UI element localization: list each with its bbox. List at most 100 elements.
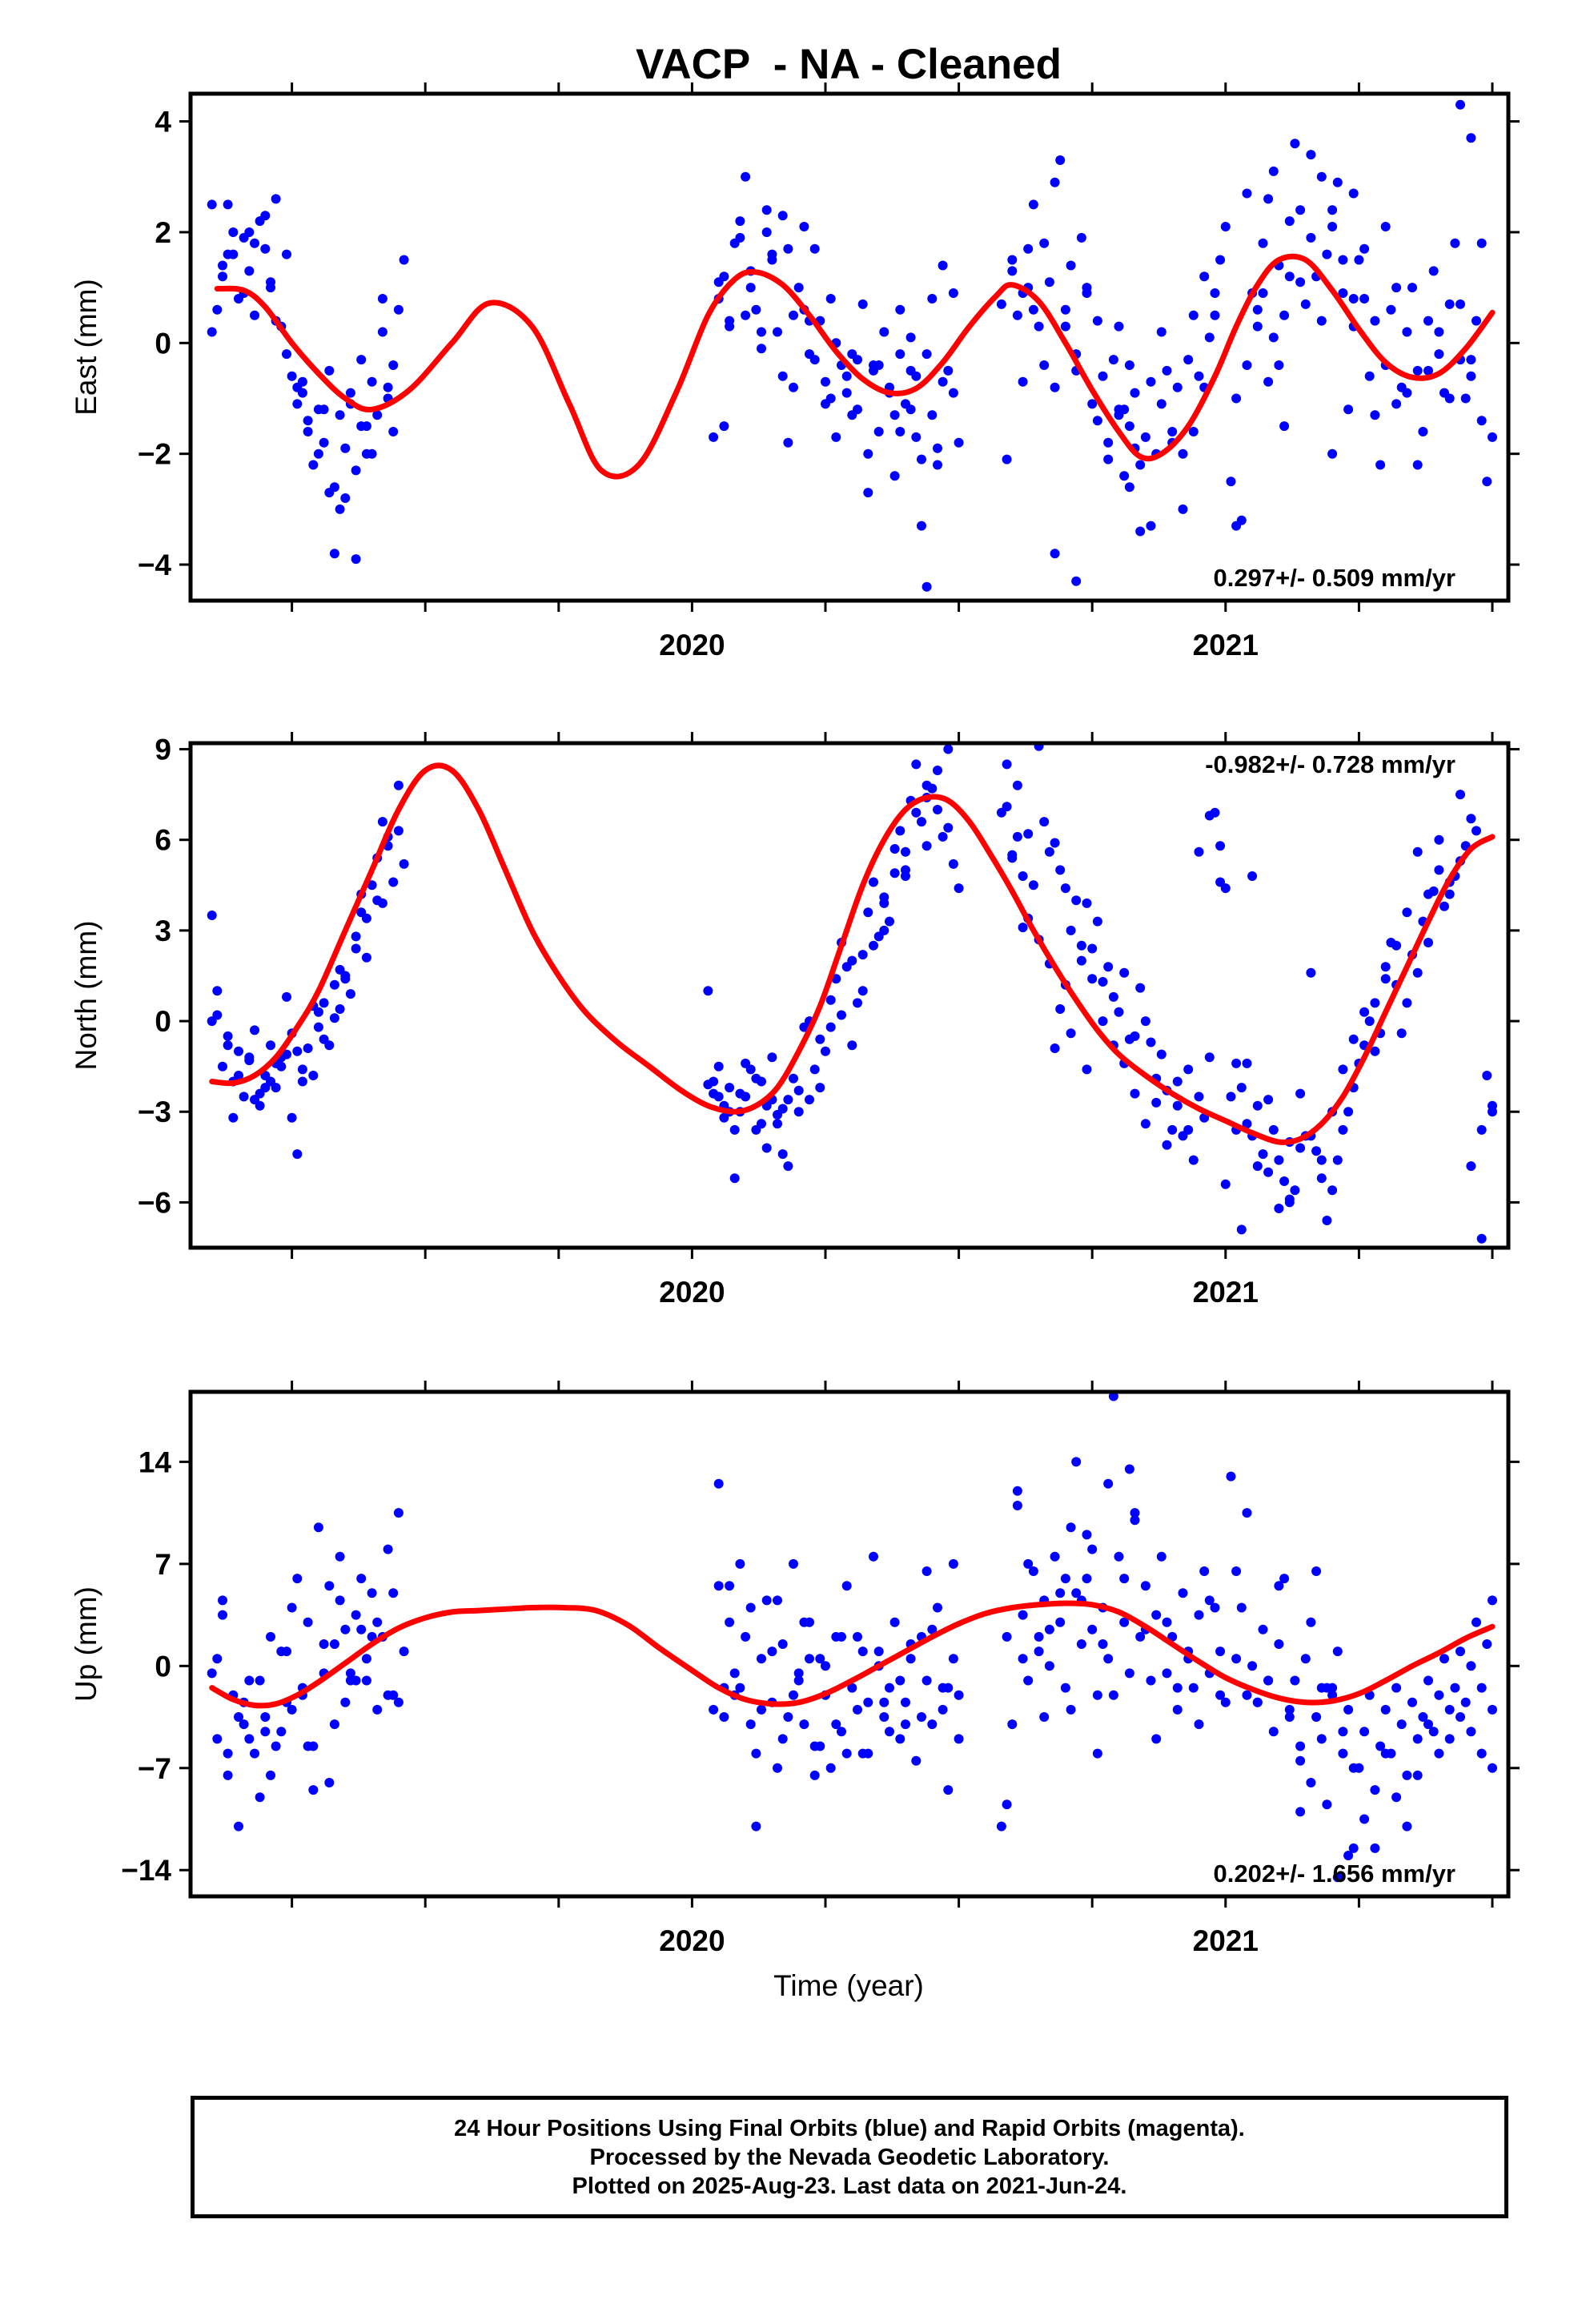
data-point	[1114, 1007, 1124, 1017]
data-point	[1274, 1581, 1284, 1591]
data-point	[729, 1173, 740, 1184]
data-point	[276, 1727, 287, 1737]
data-point	[745, 1719, 756, 1730]
data-point	[250, 310, 259, 320]
data-point	[1306, 1617, 1316, 1627]
data-point	[793, 1085, 804, 1096]
data-point	[287, 1704, 297, 1715]
data-point	[927, 294, 938, 304]
data-point	[260, 1727, 271, 1737]
data-point	[1098, 1639, 1108, 1649]
data-point	[1476, 238, 1487, 248]
data-point	[1444, 1704, 1455, 1715]
data-point	[399, 255, 409, 265]
data-point	[399, 858, 409, 869]
data-point	[1450, 238, 1460, 248]
data-point	[879, 327, 889, 337]
data-point	[393, 826, 404, 836]
data-point	[1082, 283, 1092, 293]
data-point	[1434, 865, 1444, 875]
data-point	[1370, 410, 1380, 420]
data-point	[1188, 1155, 1199, 1165]
data-point	[308, 1071, 319, 1080]
data-point	[287, 1112, 297, 1123]
data-point	[1466, 371, 1476, 381]
data-point	[948, 288, 958, 298]
data-point	[943, 744, 954, 754]
data-point	[1412, 967, 1423, 978]
data-point	[1076, 940, 1086, 951]
data-point	[1172, 1683, 1182, 1693]
data-point	[1167, 427, 1178, 436]
data-point	[234, 1821, 243, 1831]
data-point	[1391, 283, 1402, 293]
data-point	[1450, 1683, 1460, 1693]
data-point	[889, 471, 900, 481]
data-point	[1204, 1595, 1215, 1606]
data-point	[1140, 432, 1150, 442]
data-point	[789, 310, 798, 320]
data-point	[1348, 188, 1359, 199]
data-point	[1124, 482, 1134, 493]
y-tick-label: −3	[138, 1096, 171, 1128]
data-point	[260, 211, 271, 221]
data-point	[1103, 437, 1114, 448]
data-point	[234, 1712, 243, 1722]
data-point	[1391, 399, 1402, 409]
data-point	[777, 1104, 788, 1114]
data-point	[1012, 1486, 1022, 1496]
data-point	[863, 907, 873, 918]
data-point	[825, 995, 836, 1005]
data-point	[741, 310, 751, 320]
data-point	[388, 1588, 399, 1598]
data-point	[917, 454, 926, 464]
data-point	[911, 807, 921, 818]
data-point	[1380, 222, 1391, 231]
data-point	[303, 427, 313, 436]
data-point	[799, 222, 809, 231]
data-point	[1428, 266, 1439, 276]
data-point	[303, 416, 313, 426]
data-point	[837, 1631, 846, 1642]
data-point	[1060, 304, 1070, 315]
data-point	[1236, 1224, 1247, 1235]
data-point	[1060, 883, 1070, 894]
data-point	[1274, 1639, 1284, 1649]
data-point	[1210, 1602, 1220, 1613]
data-point	[1418, 427, 1428, 436]
data-point	[761, 1595, 772, 1606]
data-point	[1434, 834, 1444, 845]
data-point	[1194, 1610, 1204, 1620]
data-point	[1466, 355, 1476, 365]
data-point	[372, 1704, 383, 1715]
data-point	[1087, 974, 1098, 984]
data-point	[1472, 1617, 1481, 1627]
data-point	[954, 1734, 964, 1744]
data-point	[713, 277, 724, 287]
data-point	[885, 1727, 894, 1737]
data-point	[1295, 1755, 1306, 1766]
data-point	[1268, 166, 1279, 176]
data-point	[1322, 249, 1332, 259]
rate-annotation: 0.297+/- 0.509 mm/yr	[1214, 564, 1456, 592]
data-point	[329, 549, 339, 559]
data-point	[367, 376, 377, 387]
data-point	[1370, 1046, 1380, 1056]
data-point	[1172, 382, 1182, 392]
data-point	[1343, 1107, 1354, 1117]
data-point	[1204, 1052, 1215, 1063]
data-point	[271, 194, 281, 204]
data-point	[1316, 1155, 1327, 1165]
data-point	[911, 432, 921, 442]
data-point	[1066, 925, 1076, 935]
data-point	[1268, 332, 1279, 343]
data-point	[356, 421, 367, 432]
data-point	[1119, 471, 1130, 481]
data-point	[729, 1668, 740, 1679]
data-point	[244, 227, 255, 237]
data-point	[863, 1697, 873, 1707]
data-point	[372, 895, 383, 906]
data-point	[1103, 454, 1114, 464]
data-point	[1146, 1675, 1156, 1686]
data-point	[1119, 967, 1130, 978]
